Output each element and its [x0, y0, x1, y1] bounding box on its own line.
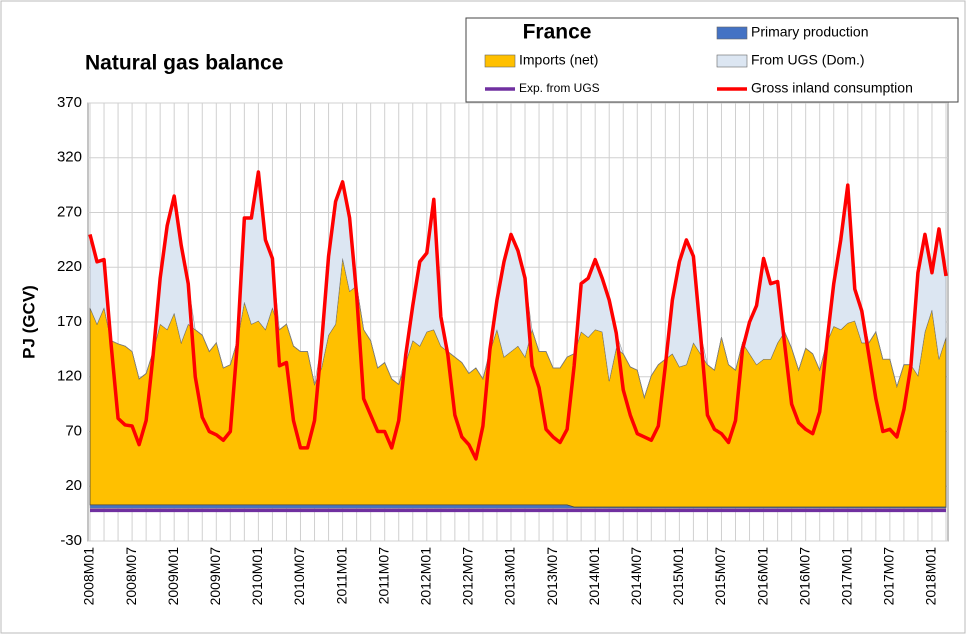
y-tick-label: 220 [57, 258, 82, 275]
legend-label: From UGS (Dom.) [751, 52, 865, 68]
x-tick-label: 2013M07 [544, 547, 560, 606]
x-tick-label: 2009M01 [165, 547, 181, 606]
chart-title: Natural gas balance [85, 52, 283, 75]
y-tick-label: 270 [57, 203, 82, 220]
legend-swatch [716, 26, 748, 40]
y-tick-label: 370 [57, 94, 82, 111]
x-tick-label: 2010M01 [249, 547, 265, 606]
x-tick-label: 2015M01 [670, 547, 686, 606]
x-tick-label: 2012M07 [460, 547, 476, 606]
legend-box [465, 17, 959, 103]
x-tick-label: 2017M01 [838, 547, 854, 606]
x-tick-label: 2011M07 [375, 547, 391, 605]
x-tick-label: 2009M07 [207, 547, 223, 606]
y-tick-label: 20 [65, 477, 82, 494]
x-tick-label: 2011M01 [333, 547, 349, 605]
legend-label: Gross inland consumption [751, 80, 913, 96]
x-tick-label: 2008M01 [81, 547, 97, 606]
y-tick-label: 120 [57, 368, 82, 385]
x-tick-label: 2008M07 [123, 547, 139, 606]
x-tick-label: 2010M07 [291, 547, 307, 606]
y-tick-label: 70 [65, 422, 82, 439]
y-tick-label: 320 [57, 149, 82, 166]
area [89, 171, 947, 399]
legend-label: Primary production [751, 24, 869, 40]
legend-label: Exp. from UGS [519, 81, 600, 95]
x-tick-label: 2018M01 [923, 547, 939, 606]
x-tick-label: 2014M07 [628, 547, 644, 606]
legend-swatch [716, 54, 748, 68]
legend-label: Imports (net) [519, 52, 598, 68]
x-tick-label: 2016M07 [796, 547, 812, 606]
line [88, 170, 948, 461]
y-tick-label: 170 [57, 313, 82, 330]
legend-title: France [523, 21, 592, 44]
legend-swatch [484, 54, 516, 68]
x-tick-label: 2013M01 [502, 547, 518, 606]
y-axis-label: PJ (GCV) [19, 285, 38, 359]
x-tick-label: 2015M07 [712, 547, 728, 606]
x-tick-label: 2016M01 [754, 547, 770, 606]
y-tick-label: -30 [60, 532, 82, 549]
x-tick-label: 2017M07 [881, 547, 897, 606]
x-tick-label: 2012M01 [417, 547, 433, 606]
x-tick-label: 2014M01 [586, 547, 602, 606]
